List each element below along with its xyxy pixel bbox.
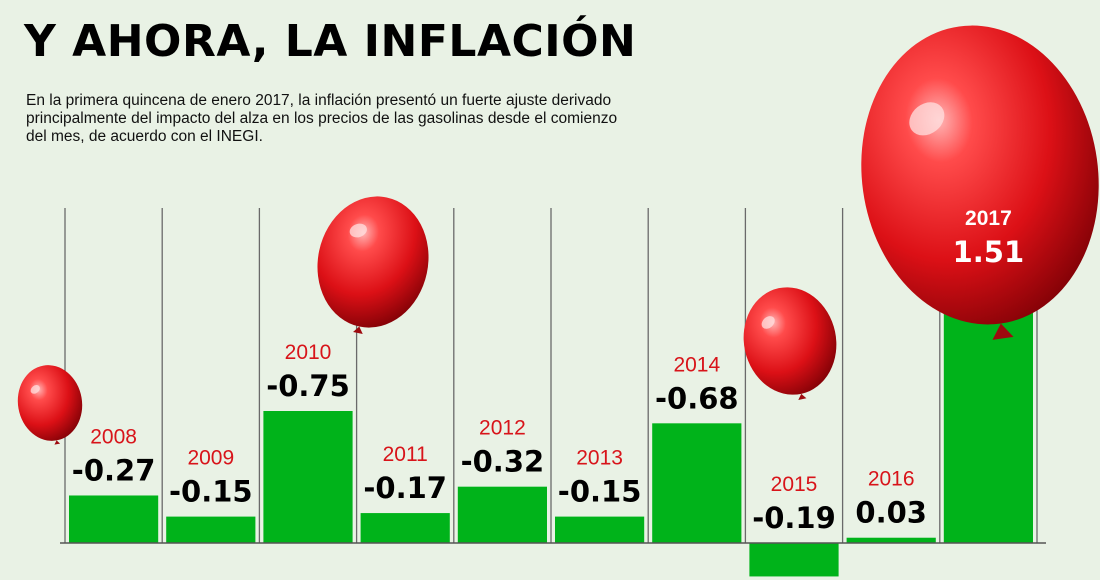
- balloon-icon: [17, 365, 83, 445]
- bar-value-label: -0.27: [72, 453, 156, 487]
- bar-value-label: -0.75: [266, 369, 350, 403]
- bar-2011: [360, 513, 450, 543]
- bar-2012: [457, 486, 547, 543]
- bar-2010: [263, 411, 353, 543]
- year-label: 2008: [90, 425, 137, 448]
- bar-value-label: 1.51: [953, 235, 1025, 269]
- chart-title: Y AHORA, LA INFLACIÓN: [24, 16, 637, 67]
- chart-subtitle: En la primera quincena de enero 2017, la…: [26, 92, 618, 145]
- year-label: 2017: [965, 207, 1012, 230]
- balloon-icon: [317, 196, 429, 335]
- bar-2016: [846, 537, 936, 543]
- bar-2013: [555, 516, 645, 543]
- bar-value-label: 0.03: [855, 496, 927, 530]
- balloon-icon: [861, 25, 1099, 340]
- bar-value-label: -0.68: [655, 381, 739, 415]
- year-label: 2009: [187, 447, 234, 470]
- bar-value-label: -0.17: [363, 471, 447, 505]
- year-label: 2016: [868, 468, 915, 491]
- bar-2014: [652, 423, 742, 543]
- bar-value-label: -0.19: [752, 501, 836, 535]
- balloon-icon: [743, 287, 837, 400]
- year-label: 2014: [673, 353, 720, 376]
- year-label: 2011: [383, 443, 428, 466]
- bar-2008: [69, 495, 159, 543]
- year-label: 2012: [479, 417, 526, 440]
- bar-value-label: -0.32: [461, 445, 545, 479]
- year-label: 2013: [576, 447, 623, 470]
- year-label: 2015: [771, 473, 818, 496]
- bar-2015: [749, 543, 839, 577]
- bar-value-label: -0.15: [558, 475, 642, 509]
- bar-2009: [166, 516, 256, 543]
- year-label: 2010: [285, 341, 332, 364]
- bar-value-label: -0.15: [169, 475, 253, 509]
